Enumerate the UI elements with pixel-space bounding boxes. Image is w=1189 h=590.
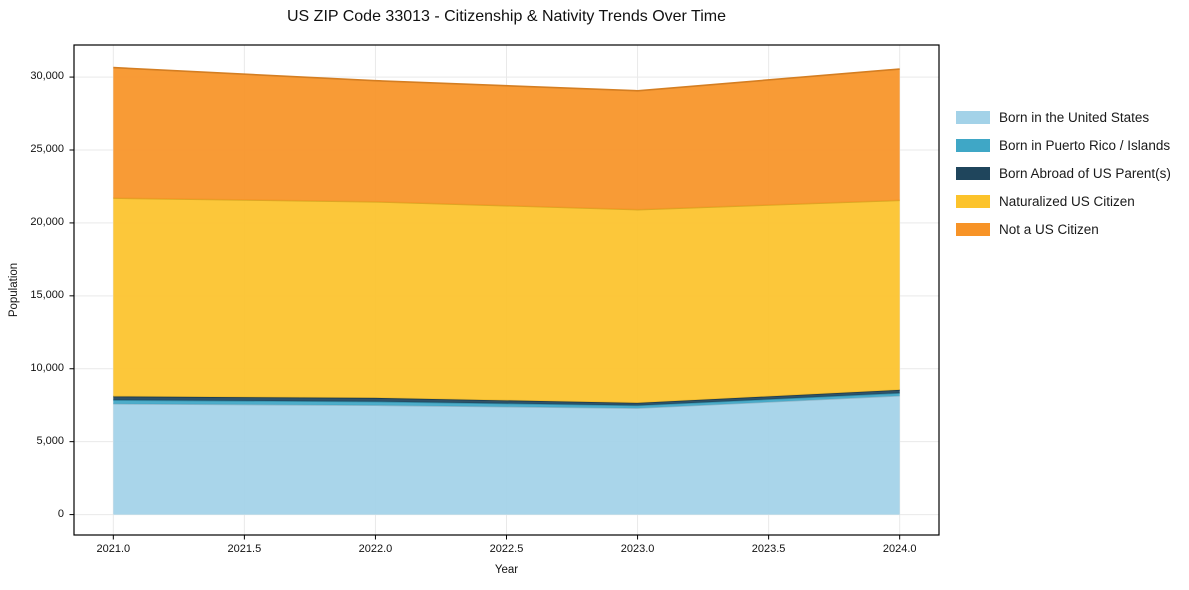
legend-label: Not a US Citizen [999, 221, 1099, 237]
area-born-in-puerto-rico-islands [113, 393, 900, 409]
x-tick-label: 2024.0 [882, 543, 917, 555]
x-tick-label: 2023.5 [751, 543, 786, 555]
legend-label: Born Abroad of US Parent(s) [999, 165, 1171, 181]
legend-swatch [956, 138, 990, 152]
x-tick-label: 2021.0 [96, 543, 131, 555]
legend-item: Born Abroad of US Parent(s) [956, 159, 1171, 187]
legend-swatch [956, 194, 990, 208]
y-tick-label: 20,000 [30, 215, 64, 228]
x-tick-label: 2023.0 [620, 543, 655, 555]
legend-swatch [956, 110, 990, 124]
legend-label: Born in Puerto Rico / Islands [999, 137, 1171, 153]
y-tick-label: 25,000 [30, 143, 64, 155]
x-tick-label: 2022.0 [358, 543, 393, 555]
y-tick-label: 0 [57, 507, 64, 520]
area-edge [113, 66, 900, 92]
legend-item: Naturalized US Citizen [956, 187, 1171, 215]
legend-swatch [956, 166, 990, 180]
area-naturalized-us-citizen [113, 198, 900, 403]
x-tick-label: 2022.5 [489, 543, 524, 555]
y-tick-label: 15,000 [30, 288, 64, 301]
legend-swatch [956, 222, 990, 236]
legend: Born in the United States Born in Puerto … [956, 103, 1171, 243]
area-born-in-the-united-states [113, 395, 900, 515]
chart-title: US ZIP Code 33013 - Citizenship & Nativi… [287, 8, 726, 25]
legend-item: Born in Puerto Rico / Islands [956, 131, 1171, 159]
y-tick-label: 30,000 [30, 70, 64, 83]
legend-item: Born in the United States [956, 103, 1171, 131]
x-axis-label: Year [494, 564, 519, 576]
area-born-abroad-of-us-parent-s- [113, 389, 900, 406]
legend-item: Not a US Citizen [956, 215, 1171, 243]
legend-label: Born in the United States [999, 109, 1150, 125]
legend-label: Naturalized US Citizen [999, 193, 1135, 209]
area-not-a-us-citizen [113, 67, 900, 210]
y-tick-label: 5,000 [36, 434, 64, 447]
y-tick-label: 10,000 [30, 361, 64, 374]
x-tick-label: 2021.5 [227, 543, 262, 555]
